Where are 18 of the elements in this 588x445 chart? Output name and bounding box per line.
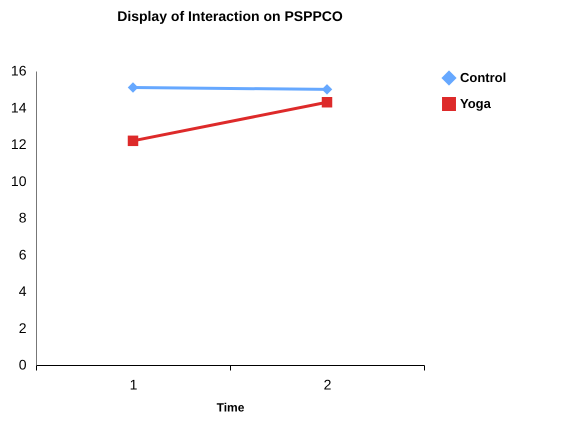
- y-tick-label: 16: [10, 62, 27, 78]
- y-tick-label: 12: [10, 136, 27, 152]
- y-tick-label: 14: [10, 99, 27, 116]
- chart-title: Display of Interaction on PSPPCO: [117, 8, 343, 24]
- x-axis-title: Time: [216, 400, 245, 414]
- y-tick-label: 10: [10, 172, 27, 189]
- legend-label: Yoga: [460, 96, 492, 111]
- y-tick-label: 4: [18, 283, 27, 299]
- point: [322, 84, 332, 95]
- y-tick-label: 6: [18, 246, 27, 262]
- x-tick-label: 1: [130, 376, 138, 392]
- point: [322, 96, 332, 108]
- y-tick-label: 0: [18, 356, 27, 372]
- y-tick-label: 2: [18, 320, 27, 336]
- point: [128, 82, 138, 93]
- legend-label: Control: [460, 70, 506, 85]
- y-tick-label: 8: [18, 210, 27, 226]
- point: [128, 136, 138, 146]
